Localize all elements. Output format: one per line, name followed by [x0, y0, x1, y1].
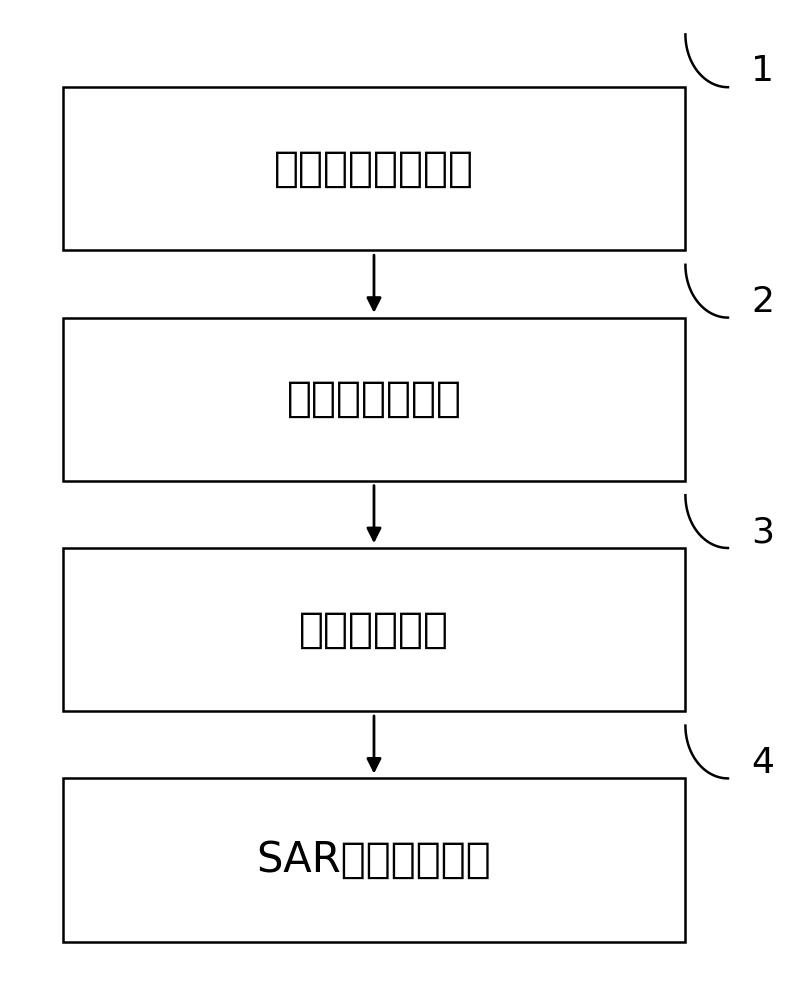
- Bar: [63, 778, 685, 942]
- Text: 子图像融合模块: 子图像融合模块: [286, 378, 462, 420]
- Text: 2: 2: [751, 285, 775, 319]
- Text: 信号模型建立模块: 信号模型建立模块: [274, 148, 474, 190]
- Text: 4: 4: [751, 746, 775, 780]
- Text: 3: 3: [751, 515, 775, 549]
- Text: SAR图像获取模块: SAR图像获取模块: [256, 839, 492, 881]
- Bar: [63, 318, 685, 481]
- Text: 递归处理模块: 递归处理模块: [299, 609, 449, 651]
- Bar: [63, 87, 685, 250]
- Text: 1: 1: [751, 54, 775, 88]
- Bar: [63, 548, 685, 711]
